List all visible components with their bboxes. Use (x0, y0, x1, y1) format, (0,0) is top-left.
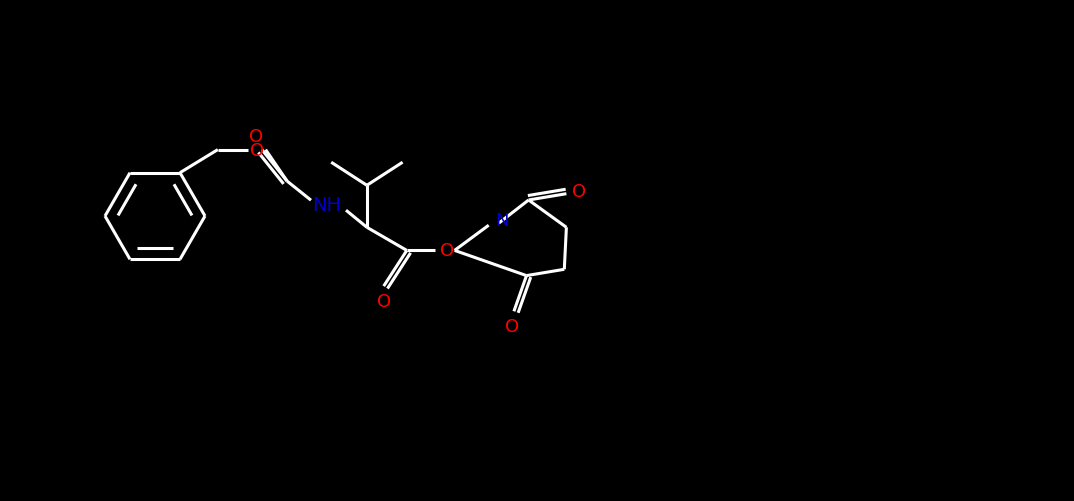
Text: O: O (249, 141, 263, 159)
Text: N: N (495, 212, 508, 230)
Text: O: O (249, 127, 263, 145)
Text: O: O (572, 182, 586, 200)
Text: O: O (439, 242, 453, 260)
Text: O: O (377, 293, 391, 311)
Text: NH: NH (313, 195, 342, 214)
Text: O: O (505, 318, 519, 336)
